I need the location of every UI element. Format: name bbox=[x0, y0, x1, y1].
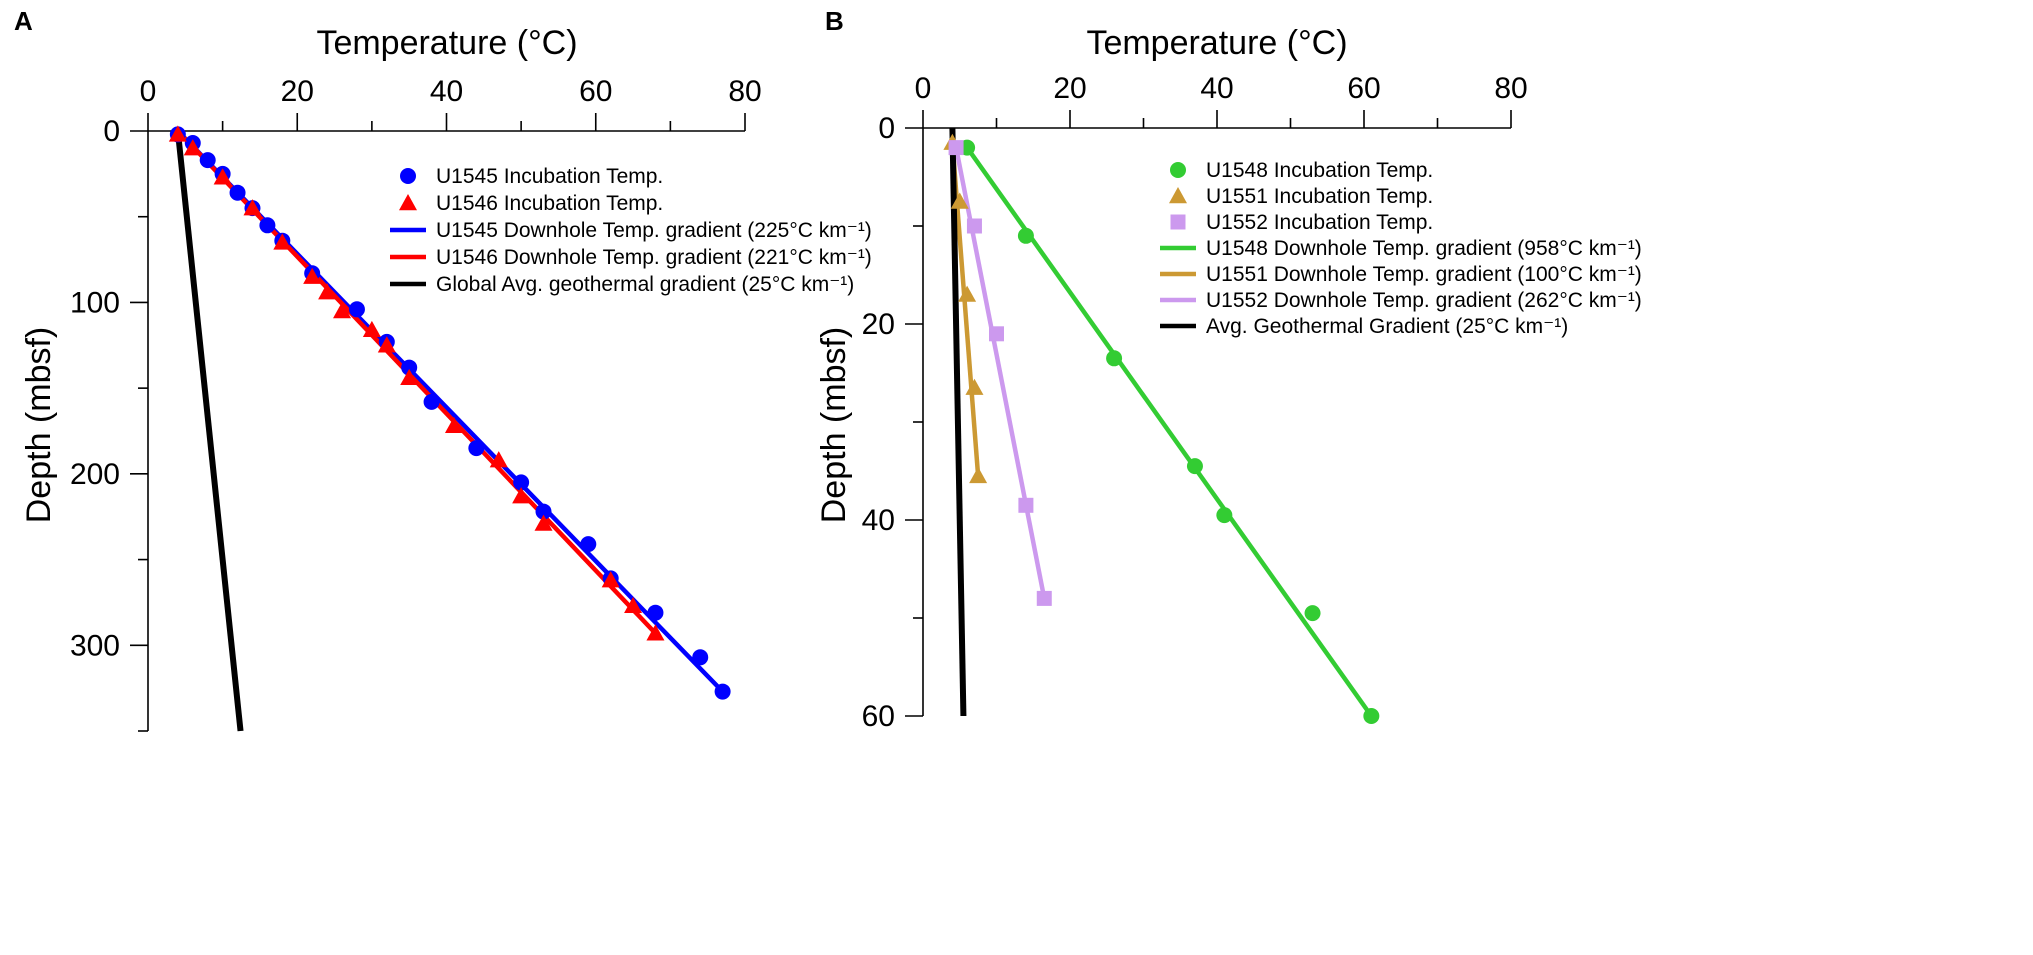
data-point-s0-18 bbox=[647, 604, 664, 621]
x-tick-label: 40 bbox=[1200, 72, 1233, 105]
legend-label: U1545 Downhole Temp. gradient (225°C km⁻… bbox=[436, 219, 872, 242]
data-point-s0-12 bbox=[423, 393, 440, 410]
data-point-s1-4 bbox=[273, 233, 292, 250]
y-axis-title: Depth (mbsf) bbox=[20, 327, 58, 524]
x-tick-label: 40 bbox=[430, 75, 463, 108]
legend-label: U1548 Downhole Temp. gradient (958°C km⁻… bbox=[1206, 237, 1642, 260]
data-point-s0-13 bbox=[468, 440, 485, 457]
legend-label: Avg. Geothermal Gradient (25°C km⁻¹) bbox=[1206, 315, 1568, 338]
data-point-s0-3 bbox=[1186, 458, 1203, 475]
legend-label: U1546 Incubation Temp. bbox=[436, 192, 663, 215]
data-point-s1-15 bbox=[601, 571, 620, 588]
data-point-s0-16 bbox=[580, 536, 597, 553]
legend-marker-1 bbox=[1169, 187, 1187, 204]
y-tick-label: 20 bbox=[862, 308, 895, 341]
data-point-s1-9 bbox=[377, 336, 396, 353]
x-tick-label: 80 bbox=[728, 75, 761, 108]
legend-label: U1545 Incubation Temp. bbox=[436, 165, 663, 188]
data-point-s0-20 bbox=[714, 683, 731, 700]
data-point-s1-0 bbox=[168, 125, 187, 142]
legend-marker-2 bbox=[1170, 214, 1186, 230]
x-tick-label: 20 bbox=[281, 75, 314, 108]
data-point-s0-4 bbox=[1216, 507, 1233, 524]
y-tick-label: 0 bbox=[878, 112, 895, 145]
data-point-s2-0 bbox=[948, 140, 964, 156]
panel-label: B bbox=[825, 6, 844, 36]
data-point-s2-4 bbox=[1036, 590, 1052, 606]
data-point-s1-4 bbox=[969, 466, 988, 484]
data-point-s0-15 bbox=[535, 503, 552, 520]
x-tick-label: 60 bbox=[1347, 72, 1380, 105]
data-point-s1-8 bbox=[362, 320, 381, 338]
y-tick-label: 60 bbox=[862, 700, 895, 733]
data-point-s0-19 bbox=[692, 649, 709, 666]
x-tick-label: 60 bbox=[579, 75, 612, 108]
data-point-s1-17 bbox=[646, 624, 665, 641]
data-point-s0-5 bbox=[1304, 605, 1321, 622]
data-point-s0-9 bbox=[348, 301, 365, 318]
data-point-s1-14 bbox=[534, 514, 553, 531]
data-point-s1-3 bbox=[243, 199, 262, 216]
panel-b: B Temperature (°C) Depth (mbsf) 0 20 40 60 80 0 2… bbox=[815, 6, 1642, 733]
y-tick-label: 200 bbox=[70, 458, 120, 491]
series-line-6 bbox=[949, 127, 967, 717]
x-axis-title: Temperature (°C) bbox=[316, 24, 577, 62]
data-point-s1-1 bbox=[183, 139, 202, 156]
legend-label: U1546 Downhole Temp. gradient (221°C km⁻… bbox=[436, 246, 872, 269]
data-point-s2-2 bbox=[989, 326, 1004, 342]
legend-label: Global Avg. geothermal gradient (25°C km… bbox=[436, 273, 854, 296]
data-point-s1-5 bbox=[303, 267, 322, 284]
legend-label: U1548 Incubation Temp. bbox=[1206, 159, 1433, 182]
data-point-s2-1 bbox=[966, 218, 982, 234]
data-point-s0-1 bbox=[1017, 227, 1034, 244]
data-point-s0-6 bbox=[1363, 708, 1380, 724]
data-point-s1-2 bbox=[213, 168, 232, 185]
data-point-s1-6 bbox=[318, 283, 337, 300]
series-line-3 bbox=[965, 146, 1374, 718]
legend-label: U1551 Downhole Temp. gradient (100°C km⁻… bbox=[1206, 263, 1642, 286]
panel-a: A Temperature (°C) Depth (mbsf) 0 20 40 60 80 0 1… bbox=[14, 6, 872, 732]
x-axis-title: Temperature (°C) bbox=[1086, 24, 1347, 62]
data-point-s0-6 bbox=[259, 217, 276, 234]
legend-marker-1 bbox=[399, 194, 417, 211]
legend-marker-0 bbox=[1170, 162, 1186, 178]
y-tick-label: 300 bbox=[70, 629, 120, 662]
data-point-s1-12 bbox=[489, 451, 508, 468]
series-line-4 bbox=[174, 130, 244, 732]
data-point-s0-2 bbox=[199, 152, 216, 169]
data-point-s1-16 bbox=[624, 596, 643, 614]
data-point-s1-11 bbox=[444, 416, 463, 434]
y-axis-title: Depth (mbsf) bbox=[815, 327, 853, 524]
x-tick-label: 20 bbox=[1053, 72, 1086, 105]
x-tick-label: 80 bbox=[1494, 72, 1527, 105]
data-point-s1-13 bbox=[512, 487, 531, 504]
data-point-s0-11 bbox=[401, 359, 418, 376]
data-point-s1-7 bbox=[333, 302, 352, 319]
data-point-s1-10 bbox=[400, 368, 419, 386]
panel-label: A bbox=[14, 6, 33, 36]
legend-label: U1552 Downhole Temp. gradient (262°C km⁻… bbox=[1206, 289, 1642, 312]
data-point-s0-4 bbox=[229, 184, 246, 201]
legend-marker-0 bbox=[400, 168, 416, 184]
legend: U1545 Incubation Temp. U1546 Incubation T… bbox=[390, 165, 872, 296]
x-tick-label: 0 bbox=[140, 75, 157, 108]
data-point-s0-14 bbox=[513, 474, 530, 491]
y-tick-label: 40 bbox=[862, 504, 895, 537]
legend: U1548 Incubation Temp. U1551 Incubation T… bbox=[1160, 159, 1642, 338]
y-tick-label: 100 bbox=[70, 286, 120, 319]
x-tick-label: 0 bbox=[915, 72, 932, 105]
data-point-s1-2 bbox=[958, 285, 977, 302]
legend-label: U1551 Incubation Temp. bbox=[1206, 185, 1433, 208]
data-point-s0-2 bbox=[1106, 350, 1123, 367]
legend-label: U1552 Incubation Temp. bbox=[1206, 211, 1433, 234]
data-point-s1-1 bbox=[950, 192, 969, 209]
y-tick-label: 0 bbox=[103, 115, 120, 148]
data-point-s2-3 bbox=[1018, 497, 1034, 513]
data-point-s1-3 bbox=[965, 378, 984, 395]
